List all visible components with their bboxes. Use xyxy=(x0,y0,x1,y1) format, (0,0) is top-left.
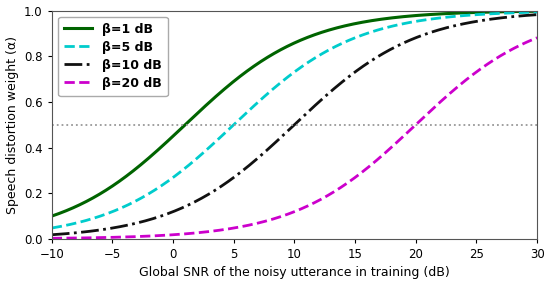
X-axis label: Global SNR of the noisy utterance in training (dB): Global SNR of the noisy utterance in tra… xyxy=(139,266,450,280)
β=10 dB xyxy=(519,14,526,17)
β=1 dB xyxy=(284,44,291,48)
β=10 dB xyxy=(272,141,278,145)
β=5 dB xyxy=(520,11,526,14)
β=5 dB xyxy=(73,221,80,225)
Line: β=1 dB: β=1 dB xyxy=(52,11,537,216)
β=20 dB xyxy=(520,42,526,46)
β=1 dB xyxy=(48,214,55,218)
β=1 dB xyxy=(73,205,80,208)
β=10 dB xyxy=(534,13,540,16)
β=1 dB xyxy=(431,13,437,16)
β=10 dB xyxy=(48,233,55,237)
β=5 dB xyxy=(48,226,55,230)
β=10 dB xyxy=(520,14,526,17)
β=5 dB xyxy=(284,75,291,79)
Y-axis label: Speech distortion weight (α): Speech distortion weight (α) xyxy=(6,36,19,214)
β=10 dB xyxy=(431,30,437,33)
β=1 dB xyxy=(520,10,526,13)
β=10 dB xyxy=(284,129,291,133)
β=5 dB xyxy=(272,86,278,89)
Line: β=10 dB: β=10 dB xyxy=(52,15,537,235)
Line: β=20 dB: β=20 dB xyxy=(52,38,537,238)
β=5 dB xyxy=(431,17,437,21)
β=1 dB xyxy=(272,51,278,55)
β=20 dB xyxy=(73,236,80,240)
β=1 dB xyxy=(534,9,540,13)
β=20 dB xyxy=(519,42,526,46)
β=20 dB xyxy=(431,106,437,109)
β=10 dB xyxy=(73,231,80,235)
Line: β=5 dB: β=5 dB xyxy=(52,12,537,228)
β=20 dB xyxy=(534,36,540,40)
Legend: β=1 dB, β=5 dB, β=10 dB, β=20 dB: β=1 dB, β=5 dB, β=10 dB, β=20 dB xyxy=(58,17,168,96)
β=20 dB xyxy=(48,237,55,240)
β=20 dB xyxy=(272,217,278,220)
β=5 dB xyxy=(534,10,540,14)
β=5 dB xyxy=(519,11,526,14)
β=20 dB xyxy=(284,212,291,216)
β=1 dB xyxy=(519,10,526,13)
